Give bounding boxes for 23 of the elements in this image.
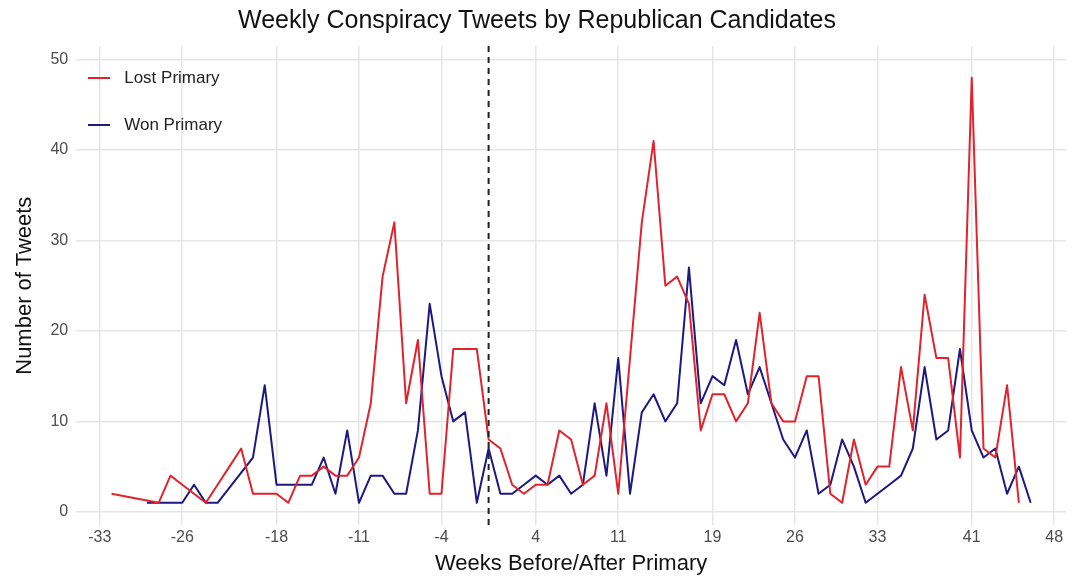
y-tick-label: 10 (50, 411, 69, 429)
x-tick-label: 26 (786, 528, 804, 546)
x-tick-label: 11 (609, 528, 627, 546)
y-tick-label: 20 (50, 321, 69, 339)
x-tick-label: 4 (531, 528, 541, 546)
x-tick-label: 48 (1045, 528, 1064, 546)
y-tick-label: 40 (50, 140, 69, 158)
x-tick-label: -26 (170, 528, 194, 546)
x-tick-label: -33 (88, 528, 112, 546)
x-tick-label: 41 (962, 528, 981, 546)
y-tick-label: 0 (59, 502, 69, 520)
legend-label: Lost Primary (124, 68, 220, 88)
x-tick-label: 19 (703, 528, 722, 546)
x-tick-label: -18 (264, 528, 289, 546)
y-tick-label: 50 (50, 49, 69, 67)
y-axis-title: Number of Tweets (11, 196, 37, 375)
x-tick-label: -4 (434, 528, 449, 546)
legend-label: Won Primary (124, 115, 223, 135)
x-axis-title: Weeks Before/After Primary (434, 549, 708, 575)
chart-title: Weekly Conspiracy Tweets by Republican Candidates (238, 4, 836, 33)
y-tick-label: 30 (50, 230, 69, 248)
x-tick-label: 33 (868, 528, 887, 546)
x-tick-label: -11 (348, 528, 371, 546)
